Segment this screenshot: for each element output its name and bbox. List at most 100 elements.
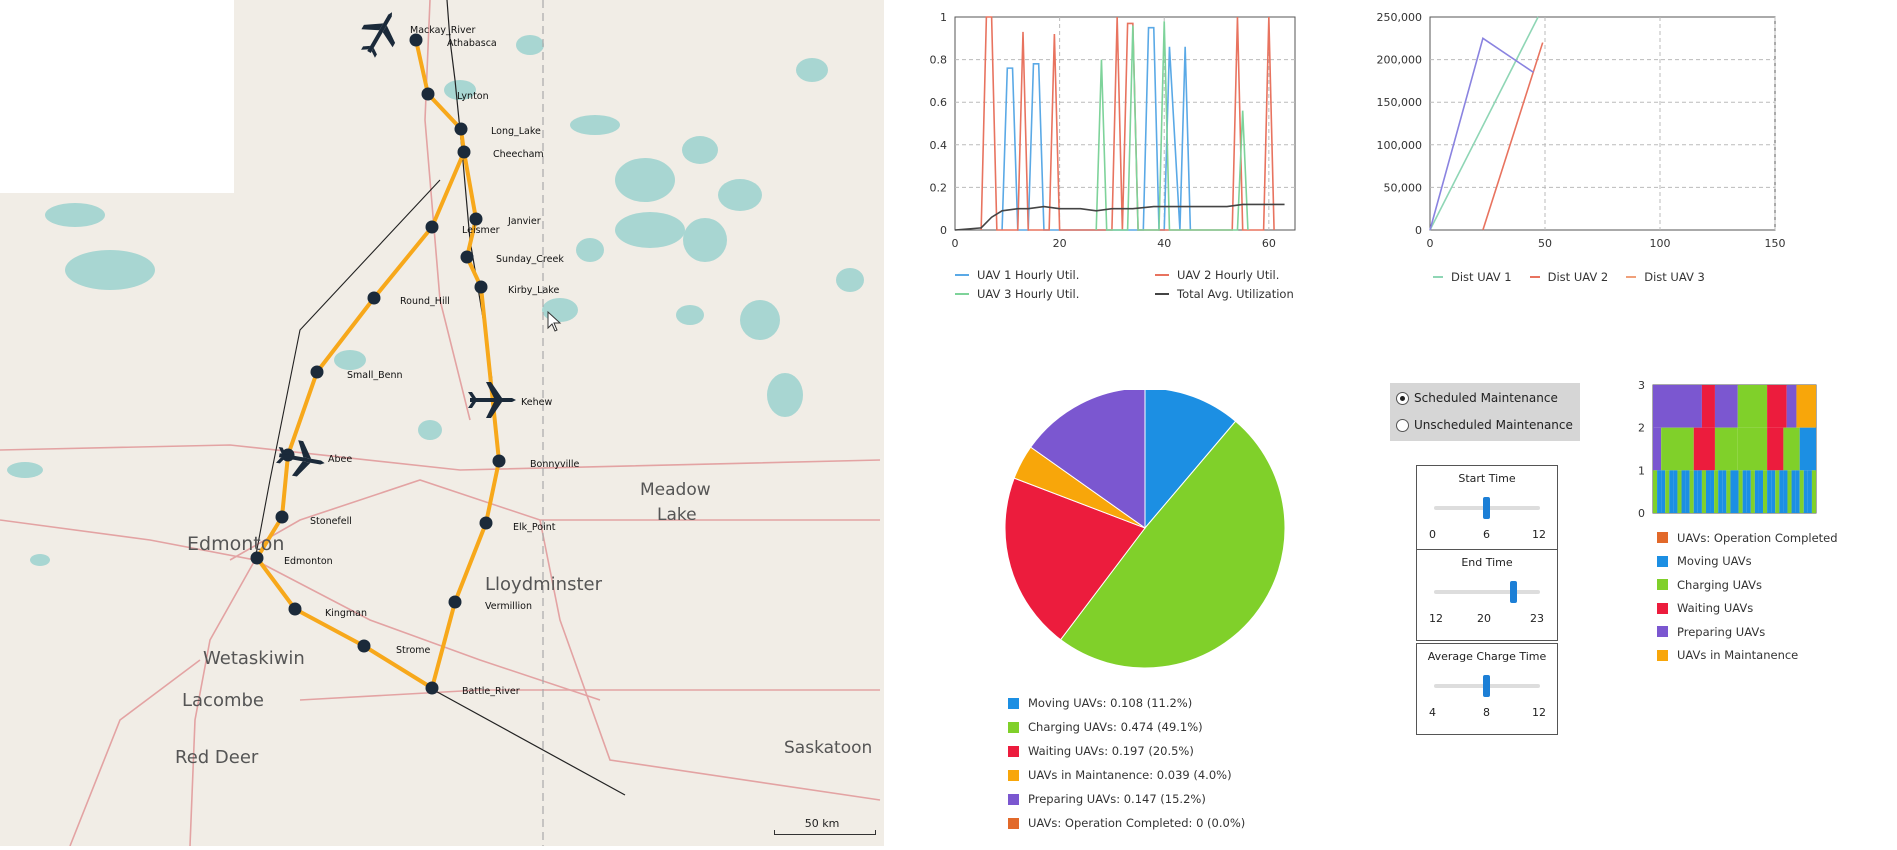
end-time-thumb[interactable] (1510, 581, 1517, 603)
timeline-block (1653, 470, 1658, 513)
timeline-block (1775, 470, 1780, 513)
legend-swatch (1008, 745, 1019, 757)
timeline-block (1786, 385, 1797, 428)
station-node-vermillion[interactable] (448, 595, 462, 609)
scale-label: 50 km (804, 817, 840, 830)
town-label-edmonton: Edmonton (284, 556, 333, 567)
map-view[interactable]: Mackay_River Athabasca Lynton Long_Lake Chee… (0, 0, 884, 846)
timeline-block (1710, 470, 1715, 513)
timeline-block (1795, 470, 1800, 513)
start-time-min: 0 (1429, 528, 1436, 541)
map-canvas[interactable]: Mackay_River Athabasca Lynton Long_Lake Chee… (0, 0, 884, 846)
util-ytick: 0.8 (930, 54, 948, 67)
town-label-athabasca: Athabasca (447, 38, 497, 49)
legend-swatch (1008, 697, 1019, 709)
legend-swatch (955, 292, 969, 295)
station-node-cheecham[interactable] (457, 145, 471, 159)
road-7 (69, 659, 201, 846)
dist-legend-item: Dist UAV 1 (1433, 267, 1512, 286)
start-time-slider-panel: Start Time 0 6 12 (1416, 465, 1558, 557)
pie-slice-1 (1059, 420, 1286, 669)
start-time-thumb[interactable] (1483, 497, 1490, 519)
start-time-title: Start Time (1458, 472, 1516, 485)
charge-time-thumb[interactable] (1483, 675, 1490, 697)
legend-swatch (1657, 649, 1668, 661)
station-node-strome[interactable] (357, 639, 371, 653)
util-legend-item: UAV 2 Hourly Util. (1155, 265, 1355, 284)
timeline-ytick: 0 (1638, 507, 1645, 520)
station-node-kirby[interactable] (474, 280, 488, 294)
pie-legend-item: Moving UAVs: 0.108 (11.2%) (1008, 691, 1245, 715)
place-label-lacombe: Lacombe (182, 690, 264, 711)
legend-swatch (1008, 817, 1019, 829)
legend-swatch (1657, 532, 1668, 544)
uav-plane-icon[interactable] (352, 3, 407, 63)
lake-8 (740, 300, 780, 340)
station-node-longlake[interactable] (454, 122, 468, 136)
charge-time-title: Average Charge Time (1427, 650, 1547, 663)
timeline-block (1693, 427, 1715, 471)
uav-plane-icon[interactable] (468, 382, 516, 418)
road-0 (0, 444, 881, 471)
dist-xtick: 0 (1427, 237, 1434, 250)
station-node-sunday[interactable] (460, 250, 474, 264)
town-label-kehew: Kehew (521, 397, 552, 408)
station-node-battle[interactable] (425, 681, 439, 695)
station-node-mackay[interactable] (409, 33, 423, 47)
station-node-janvier[interactable] (469, 212, 483, 226)
town-label-longlake: Long_Lake (491, 126, 541, 137)
util-xtick: 40 (1157, 237, 1171, 250)
road-6 (299, 689, 880, 701)
lake-1 (45, 203, 105, 227)
station-node-smallbenn[interactable] (310, 365, 324, 379)
pie-legend-item: Preparing UAVs: 0.147 (15.2%) (1008, 787, 1245, 811)
station-node-roundhill[interactable] (367, 291, 381, 305)
pie-legend: Moving UAVs: 0.108 (11.2%) Charging UAVs:… (1008, 691, 1245, 835)
station-node-lynton[interactable] (421, 87, 435, 101)
pie-legend-item: Waiting UAVs: 0.197 (20.5%) (1008, 739, 1245, 763)
timeline-block (1697, 470, 1702, 513)
legend-swatch (1657, 602, 1668, 614)
distance-legend: Dist UAV 1 Dist UAV 2 Dist UAV 3 (1433, 267, 1793, 286)
town-label-leismer: Leismer (462, 225, 500, 236)
util-legend-label: UAV 3 Hourly Util. (977, 286, 1080, 301)
timeline-block (1796, 385, 1816, 428)
station-node-elkpoint[interactable] (479, 516, 493, 530)
road-4 (424, 0, 471, 421)
pie-legend-label: Charging UAVs: 0.474 (49.1%) (1028, 720, 1203, 734)
station-node-bonnyville[interactable] (492, 454, 506, 468)
util-xtick: 20 (1053, 237, 1067, 250)
town-label-abee: Abee (328, 454, 352, 465)
charge-time-min: 4 (1429, 706, 1436, 719)
legend-swatch (1657, 555, 1668, 567)
timeline-block (1689, 470, 1694, 513)
timeline-legend-item: UAVs: Operation Completed (1657, 526, 1838, 550)
uav-plane-icon[interactable] (274, 437, 328, 481)
timeline-block (1685, 470, 1690, 513)
radio-scheduled-dot[interactable] (1396, 391, 1409, 405)
station-node-edmonton[interactable] (250, 551, 264, 565)
timeline-block (1722, 470, 1727, 513)
lake-6 (718, 179, 762, 211)
lake-19 (516, 35, 544, 55)
road-8 (254, 559, 601, 701)
station-node-leismer[interactable] (425, 220, 439, 234)
town-label-smallbenn: Small_Benn (347, 370, 403, 381)
radio-unscheduled[interactable]: Unscheduled Maintenance (1390, 413, 1580, 437)
timeline-block (1677, 470, 1682, 513)
timeline-block (1767, 427, 1784, 471)
util-legend-label: Total Avg. Utilization (1177, 286, 1294, 301)
timeline-block (1803, 470, 1808, 513)
end-time-track[interactable] (1434, 590, 1540, 594)
legend-swatch (1008, 721, 1019, 733)
timeline-block (1681, 470, 1686, 513)
timeline-block (1767, 385, 1787, 428)
util-series-3 (954, 203, 1285, 231)
station-node-kingman[interactable] (288, 602, 302, 616)
radio-unscheduled-label: Unscheduled Maintenance (1414, 418, 1573, 432)
utilization-legend: UAV 1 Hourly Util. UAV 2 Hourly Util. UAV … (955, 265, 1355, 303)
station-node-stonefell[interactable] (275, 510, 289, 524)
timeline-block (1653, 427, 1662, 471)
radio-unscheduled-dot[interactable] (1396, 418, 1409, 432)
radio-scheduled[interactable]: Scheduled Maintenance (1390, 386, 1580, 410)
